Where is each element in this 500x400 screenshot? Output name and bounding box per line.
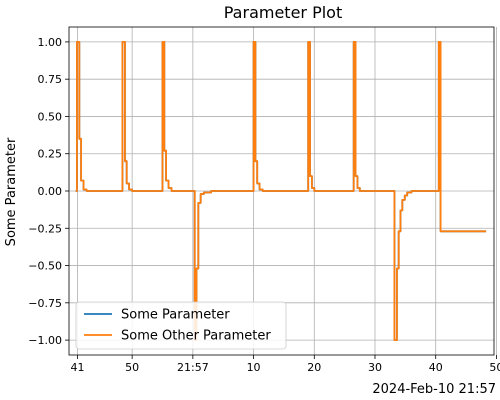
chart-title: Parameter Plot [224, 3, 342, 22]
axis-ticks: 41 50 21:57 10 20 30 40 50 1.00 0.75 0.50 0.25 0.00 −… [28, 36, 500, 374]
y-tick-label: 0.00 [38, 185, 63, 198]
x-tick-label: 50 [489, 361, 500, 374]
y-axis-label: Some Parameter [4, 137, 19, 246]
x-tick-label: 30 [368, 361, 382, 374]
legend-box [75, 301, 287, 350]
series-line-1 [75, 41, 487, 341]
y-tick-label: −0.75 [28, 297, 62, 310]
x-tick-label: 40 [429, 361, 443, 374]
legend: Some Parameter Some Other Parameter [75, 301, 287, 350]
x-tick-label: 50 [125, 361, 139, 374]
legend-label-0: Some Parameter [121, 308, 230, 323]
x-tick-label: 20 [307, 361, 321, 374]
x-axis-offset-label: 2024-Feb-10 21:57 [372, 382, 496, 397]
x-tick-label: 21:57 [177, 361, 209, 374]
grid-lines [69, 27, 497, 355]
y-tick-label: 0.75 [38, 73, 63, 86]
x-tick-label: 10 [247, 361, 261, 374]
y-tick-label: −0.50 [28, 260, 62, 273]
series-lines [75, 41, 487, 341]
y-tick-label: 0.25 [38, 148, 63, 161]
legend-label-1: Some Other Parameter [121, 329, 271, 344]
y-tick-label: −1.00 [28, 334, 62, 347]
y-tick-label: −0.25 [28, 222, 62, 235]
y-tick-label: 0.50 [38, 110, 63, 123]
y-tick-label: 1.00 [38, 36, 63, 49]
x-tick-label: 41 [71, 361, 85, 374]
